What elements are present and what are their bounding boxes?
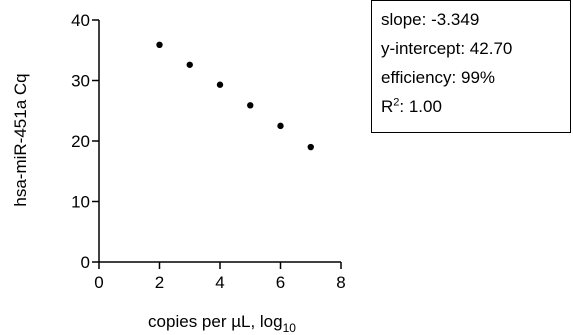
- slope-text: slope: -3.349: [381, 10, 480, 29]
- r-squared-text: R2: 1.00: [381, 92, 570, 121]
- data-point: [277, 122, 284, 130]
- x-axis-title: copies per µL, log10: [148, 312, 296, 335]
- data-points: [156, 41, 314, 151]
- y-tick-label: 0: [81, 253, 90, 272]
- axes: 0 10 20 30 40 0 2 4 6 8: [71, 11, 346, 292]
- x-tick-label: 2: [155, 273, 164, 292]
- r-squared-label: R: [381, 97, 394, 116]
- x-axis-title-subscript: 10: [283, 321, 297, 335]
- x-tick-label: 8: [336, 273, 345, 292]
- r-squared-superscript: 2: [393, 96, 400, 109]
- data-point: [156, 41, 163, 49]
- x-tick-label: 0: [94, 273, 103, 292]
- y-tick-label: 40: [71, 11, 90, 30]
- intercept-text: y-intercept: 42.70: [381, 39, 513, 58]
- data-point: [186, 61, 193, 68]
- data-point: [247, 102, 254, 109]
- x-tick-label: 6: [276, 273, 285, 292]
- efficiency-text: efficiency: 99%: [381, 68, 496, 87]
- y-tick-label: 10: [71, 193, 90, 212]
- data-point: [307, 143, 314, 151]
- x-axis-title-main: copies per µL, log: [148, 312, 283, 331]
- r-squared-value: : 1.00: [399, 97, 442, 116]
- regression-stats-box: slope: -3.349 y-intercept: 42.70 efficie…: [371, 0, 571, 133]
- data-point: [216, 81, 224, 88]
- y-tick-label: 30: [71, 72, 90, 91]
- x-tick-label: 4: [215, 273, 224, 292]
- y-tick-label: 20: [71, 132, 90, 151]
- y-axis-title: hsa-miR-451a Cq: [11, 73, 30, 206]
